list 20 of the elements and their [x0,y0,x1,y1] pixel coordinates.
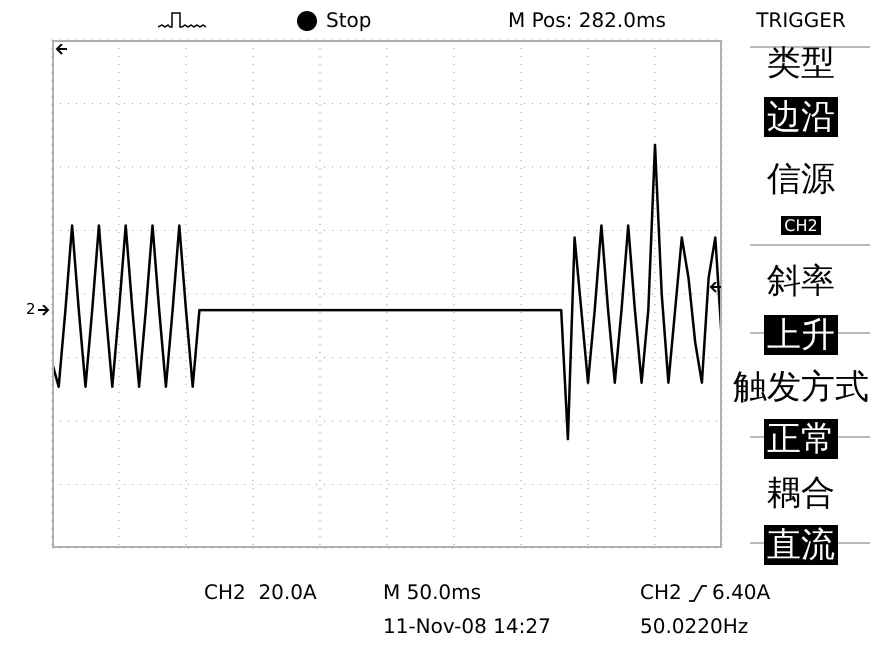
text: CH2 [781,216,821,235]
text: 6.40A [712,580,770,604]
text: 2 [26,300,36,318]
text: 耦合 [767,473,835,513]
text: M 50.0ms [383,580,482,604]
text: Stop [326,8,372,32]
text: CH2 20.0A [204,580,317,604]
text: 上升 [764,315,838,355]
text: 直流 [764,525,838,565]
text: 边沿 [764,97,838,137]
text: 50.0220Hz [640,614,748,638]
text: 斜率 [767,261,835,301]
text: 触发方式 [733,367,869,407]
text: TRIGGER [756,8,846,32]
text: 11-Nov-08 14:27 [383,614,551,638]
text: 信源 [767,159,835,199]
text: CH2 [640,580,682,604]
text: 正常 [764,419,838,459]
text: M Pos: 282.0ms [508,8,666,32]
text: 类型 [767,43,835,83]
